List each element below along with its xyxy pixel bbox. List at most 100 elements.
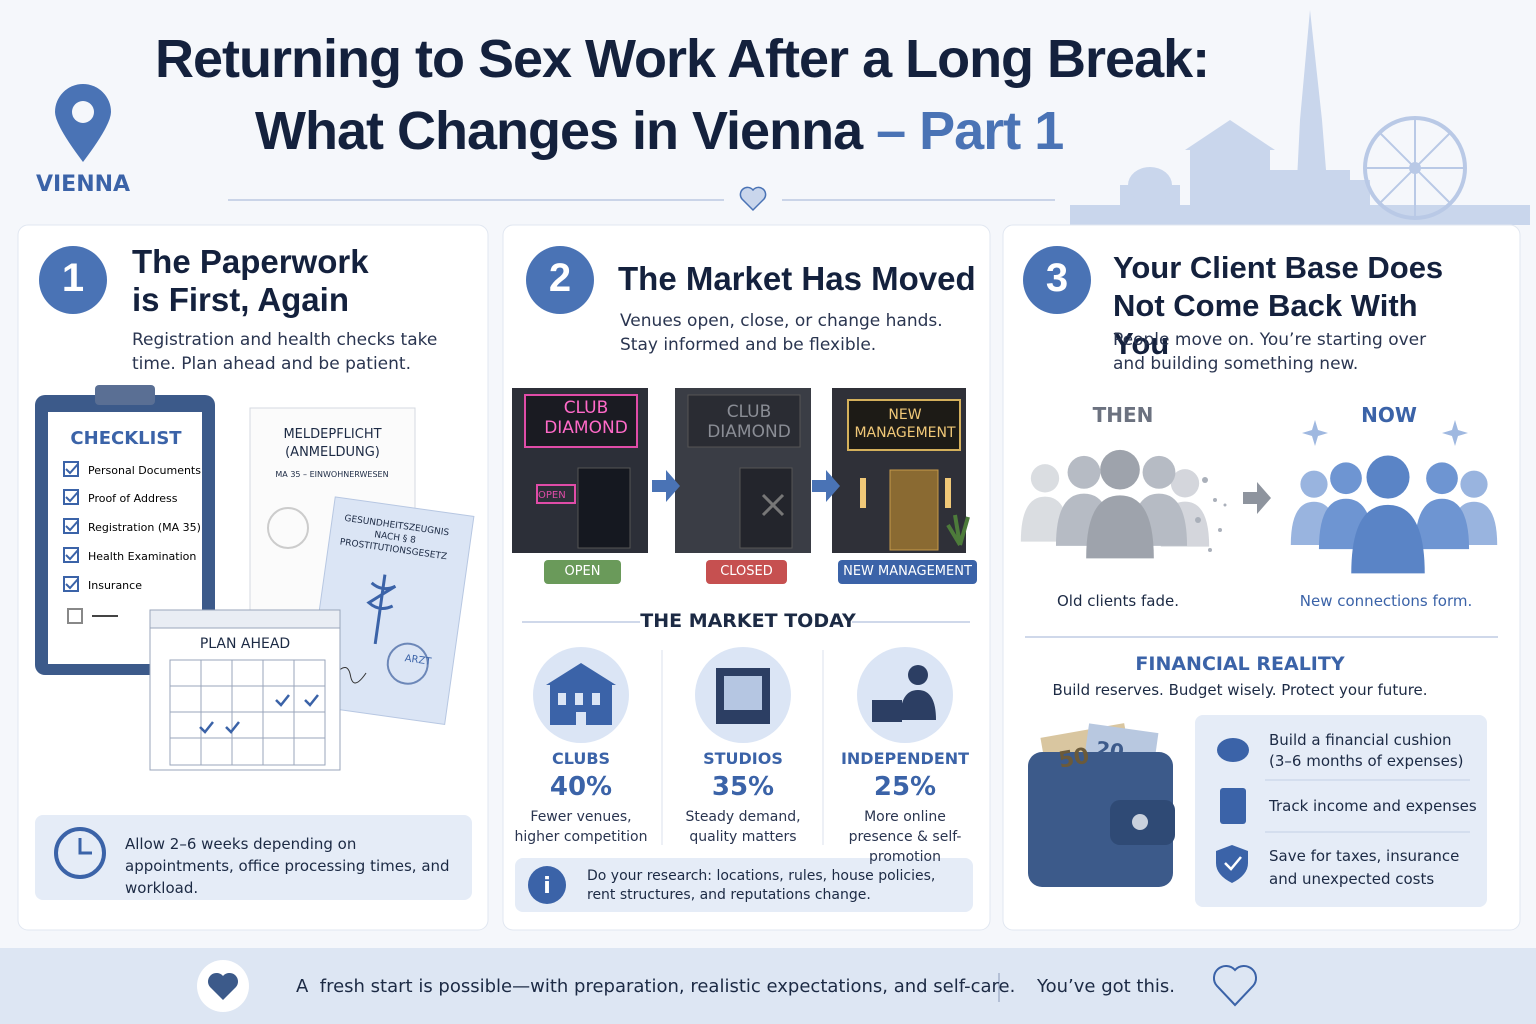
banknote: 20 — [1094, 736, 1125, 764]
shape — [945, 478, 951, 508]
shape — [1213, 498, 1217, 502]
segment-text: Steady demand, quality matters — [685, 809, 801, 845]
segment-label: STUDIOS — [703, 749, 783, 768]
shape — [1202, 477, 1208, 483]
shape — [305, 496, 475, 725]
shape — [1208, 548, 1212, 552]
shape — [1070, 205, 1530, 225]
panel-text: Venues open, close, or change hands. Sta… — [620, 311, 943, 355]
note: Allow 2–6 weeks depending on appointment… — [125, 835, 450, 897]
shape — [908, 665, 928, 685]
shape — [1365, 118, 1465, 218]
note-box — [35, 815, 472, 900]
shape — [72, 101, 94, 123]
now-caption: New connections form. — [1299, 592, 1473, 610]
stamp: ARZT — [404, 653, 433, 668]
shape — [267, 507, 309, 549]
title: Returning to Sex Work After a Long Break… — [155, 29, 1210, 89]
shape — [1028, 752, 1173, 887]
shape — [558, 693, 600, 725]
shape — [199, 694, 319, 734]
venue-sign: NEW MANAGEMENT — [854, 407, 956, 441]
venue-sign: CLUB DIAMOND — [544, 398, 628, 438]
arrow — [652, 470, 680, 502]
storefront — [832, 388, 970, 553]
form-subtitle: MA 35 – EINWOHNERWESEN — [275, 470, 389, 479]
icon-circle — [857, 647, 953, 743]
calendar — [149, 624, 341, 771]
shape — [872, 700, 902, 722]
shape — [95, 385, 155, 405]
calculator-icon — [1220, 788, 1246, 824]
shape — [732, 712, 754, 724]
shape — [847, 399, 961, 451]
shape — [63, 518, 79, 534]
now-label: NOW — [1361, 403, 1417, 427]
shape — [63, 461, 79, 477]
shape — [1132, 814, 1148, 830]
clock-icon — [54, 827, 106, 879]
tip: Save for taxes, insurance and unexpected… — [1269, 847, 1460, 888]
location: VIENNA — [35, 172, 131, 197]
status-pill: NEW MANAGEMENT — [838, 560, 977, 584]
shape — [63, 461, 83, 624]
wallet — [1028, 723, 1175, 887]
note-box — [515, 858, 973, 912]
segment-share: 25% — [873, 772, 937, 802]
shape — [1218, 528, 1222, 532]
panel-text: Registration and health checks take time… — [132, 330, 438, 374]
number-badge — [1023, 246, 1091, 314]
checklist-item: Personal Documents — [88, 464, 201, 477]
fade-particles — [1195, 477, 1227, 552]
checklist-item: Proof of Address — [88, 492, 178, 505]
then-label: THEN — [1092, 403, 1154, 427]
banknote: 50 — [1057, 744, 1092, 774]
shape — [1128, 167, 1172, 203]
arrow — [1243, 482, 1271, 514]
info-icon — [528, 866, 566, 904]
number-badge — [526, 246, 594, 314]
panel-number: 3 — [1045, 256, 1069, 300]
shape — [900, 690, 936, 720]
shape: i — [543, 874, 551, 899]
heart-icon — [739, 186, 767, 212]
shape — [1295, 10, 1330, 220]
note: Do your research: locations, rules, hous… — [587, 868, 936, 903]
section-title: THE MARKET TODAY — [640, 610, 856, 632]
storefront — [675, 388, 811, 553]
panel-title: The Market Has Moved — [618, 260, 976, 297]
panel-title: Your Client Base Does Not Come Back With… — [1113, 250, 1444, 361]
shape — [524, 394, 638, 448]
then-caption: Old clients fade. — [1056, 592, 1180, 610]
shape — [724, 676, 762, 710]
tip-box — [1195, 715, 1487, 907]
title: What Changes in Vienna — [255, 101, 863, 161]
shape — [63, 489, 79, 505]
shape — [67, 608, 83, 624]
checklist-item: Insurance — [88, 579, 142, 592]
checklist-title: CHECKLIST — [70, 428, 182, 449]
shape — [1340, 180, 1370, 220]
heart-icon — [1212, 964, 1258, 1007]
shape — [169, 659, 326, 766]
shape — [687, 394, 801, 448]
financial-subtitle: Build reserves. Budget wisely. Protect y… — [1052, 681, 1428, 699]
shape — [149, 609, 341, 629]
shape — [386, 642, 429, 685]
shape — [207, 972, 239, 1000]
financial-title: FINANCIAL REALITY — [1135, 653, 1345, 675]
shield-icon — [1216, 845, 1248, 883]
title-highlight: – Part 1 — [876, 101, 1064, 161]
segment-share: 35% — [711, 772, 775, 802]
footer-closing: You’ve got this. — [1037, 976, 1175, 997]
checklist-item: Health Examination — [88, 550, 196, 563]
shape — [335, 667, 367, 684]
shape — [169, 659, 326, 766]
shape — [78, 838, 92, 855]
shape — [946, 514, 970, 547]
piggy-icon — [1217, 738, 1249, 762]
status-pill: CLOSED — [706, 560, 787, 584]
shape — [536, 484, 576, 504]
